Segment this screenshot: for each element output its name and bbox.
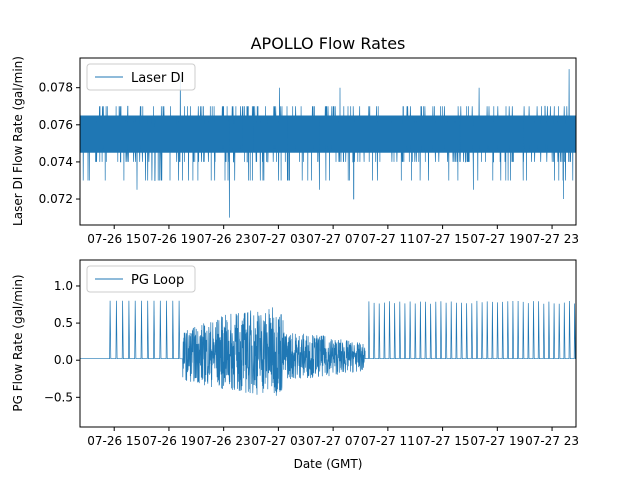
x-tick-label: 07-27 03 bbox=[251, 232, 305, 246]
x-tick-label: 07-26 23 bbox=[197, 232, 251, 246]
x-tick-label: 07-27 19 bbox=[470, 232, 524, 246]
legend-box bbox=[86, 265, 196, 293]
legend-box bbox=[86, 63, 196, 91]
x-tick-label: 07-27 15 bbox=[416, 434, 470, 448]
x-tick-label: 07-26 23 bbox=[197, 434, 251, 448]
y-tick-label: 0.072 bbox=[39, 192, 73, 206]
x-tick-label: 07-26 15 bbox=[87, 434, 141, 448]
laser-di-y-ticks: 0.072 0.074 0.076 0.078 bbox=[39, 81, 80, 206]
laser-di-y-axis-label: Laser DI Flow Rate (gal/min) bbox=[11, 56, 25, 226]
x-tick-label: 07-27 11 bbox=[361, 434, 415, 448]
laser-di-legend: Laser DI bbox=[86, 63, 196, 91]
y-tick-label: 0.076 bbox=[39, 118, 73, 132]
y-tick-label: −0.5 bbox=[44, 390, 73, 404]
x-tick-label: 07-27 07 bbox=[306, 434, 360, 448]
y-tick-label: 0.074 bbox=[39, 155, 73, 169]
x-tick-label: 07-27 03 bbox=[251, 434, 305, 448]
chart-title: APOLLO Flow Rates bbox=[251, 34, 406, 53]
pg-loop-y-ticks: −0.5 0.0 0.5 1.0 bbox=[44, 279, 80, 404]
pg-loop-axes-frame bbox=[79, 259, 577, 428]
laser-di-line bbox=[79, 69, 577, 218]
y-tick-label: 0.0 bbox=[54, 353, 73, 367]
x-tick-label: 07-26 15 bbox=[87, 232, 141, 246]
x-tick-label: 07-27 23 bbox=[525, 232, 579, 246]
x-tick-label: 07-26 19 bbox=[142, 434, 196, 448]
x-tick-label: 07-26 19 bbox=[142, 232, 196, 246]
x-tick-label: 07-27 11 bbox=[361, 232, 415, 246]
x-tick-label: 07-27 19 bbox=[470, 434, 524, 448]
x-tick-label: 07-27 15 bbox=[416, 232, 470, 246]
legend-label: Laser DI bbox=[131, 71, 184, 86]
pg-loop-legend: PG Loop bbox=[86, 265, 196, 293]
y-tick-label: 0.5 bbox=[54, 316, 73, 330]
pg-loop-x-ticks: 07-26 15 07-26 19 07-26 23 07-27 03 07-27 07… bbox=[87, 427, 579, 448]
y-tick-label: 0.078 bbox=[39, 81, 73, 95]
y-tick-label: 1.0 bbox=[54, 279, 73, 293]
pg-loop-line bbox=[80, 300, 576, 396]
pg-loop-y-axis-label: PG Flow Rate (gal/min) bbox=[11, 274, 25, 411]
legend-label: PG Loop bbox=[131, 273, 184, 288]
x-tick-label: 07-27 23 bbox=[525, 434, 579, 448]
pg-loop-series bbox=[80, 300, 576, 396]
laser-di-x-ticks: 07-26 15 07-26 19 07-26 23 07-27 03 07-27 07… bbox=[87, 225, 579, 246]
x-axis-label: Date (GMT) bbox=[294, 457, 363, 471]
pg-loop-panel: −0.50.00.51.0 07-26 15 07-26 19 07-26 23 07… bbox=[11, 259, 579, 471]
x-tick-label: 07-27 07 bbox=[306, 232, 360, 246]
laser-di-axes-frame bbox=[79, 57, 577, 226]
laser-di-series bbox=[79, 69, 577, 218]
